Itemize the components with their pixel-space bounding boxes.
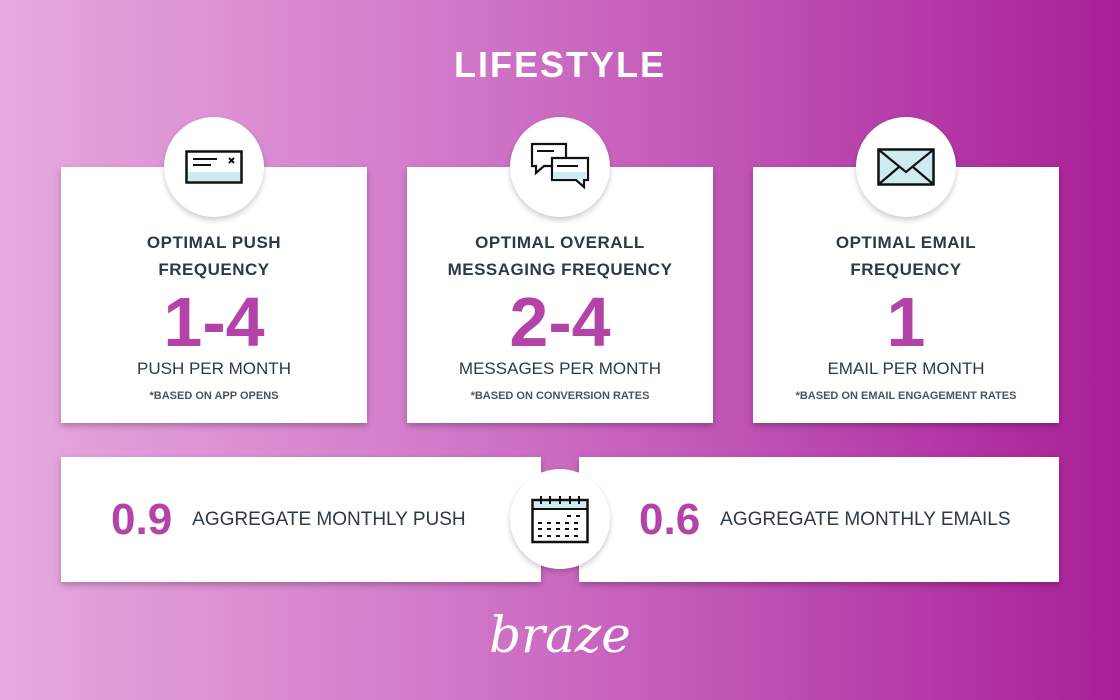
card-heading: OPTIMAL EMAIL xyxy=(835,233,977,252)
aggregate-value: 0.9 xyxy=(111,494,173,544)
card-heading: OPTIMAL OVERALL xyxy=(475,233,645,252)
card-unit: MESSAGES PER MONTH xyxy=(458,359,662,378)
push-notification-icon xyxy=(164,117,264,217)
card-value: 2-4 xyxy=(509,283,611,361)
card-unit: EMAIL PER MONTH xyxy=(827,359,985,378)
card-value: 1 xyxy=(886,283,926,361)
card-note: *BASED ON CONVERSION RATES xyxy=(470,390,650,402)
aggregate-push: 0.9 AGGREGATE MONTHLY PUSH xyxy=(61,457,541,582)
card-note: *BASED ON EMAIL ENGAGEMENT RATES xyxy=(795,390,1017,402)
card-note: *BASED ON APP OPENS xyxy=(149,390,279,402)
aggregate-label: AGGREGATE MONTHLY PUSH xyxy=(192,508,466,530)
aggregate-emails: 0.6 AGGREGATE MONTHLY EMAILS xyxy=(579,457,1059,582)
calendar-icon xyxy=(510,469,610,569)
page-title: LIFESTYLE xyxy=(453,44,666,85)
chat-bubbles-icon xyxy=(510,117,610,217)
card-value: 1-4 xyxy=(163,283,265,361)
card-unit: PUSH PER MONTH xyxy=(137,359,291,378)
card-heading: MESSAGING FREQUENCY xyxy=(447,260,673,279)
card-heading: OPTIMAL PUSH xyxy=(146,233,282,252)
braze-logo: braze xyxy=(489,606,631,664)
card-heading: FREQUENCY xyxy=(850,260,962,279)
envelope-icon xyxy=(856,117,956,217)
card-heading: FREQUENCY xyxy=(158,260,270,279)
aggregate-value: 0.6 xyxy=(639,494,701,544)
aggregate-label: AGGREGATE MONTHLY EMAILS xyxy=(720,508,1011,530)
